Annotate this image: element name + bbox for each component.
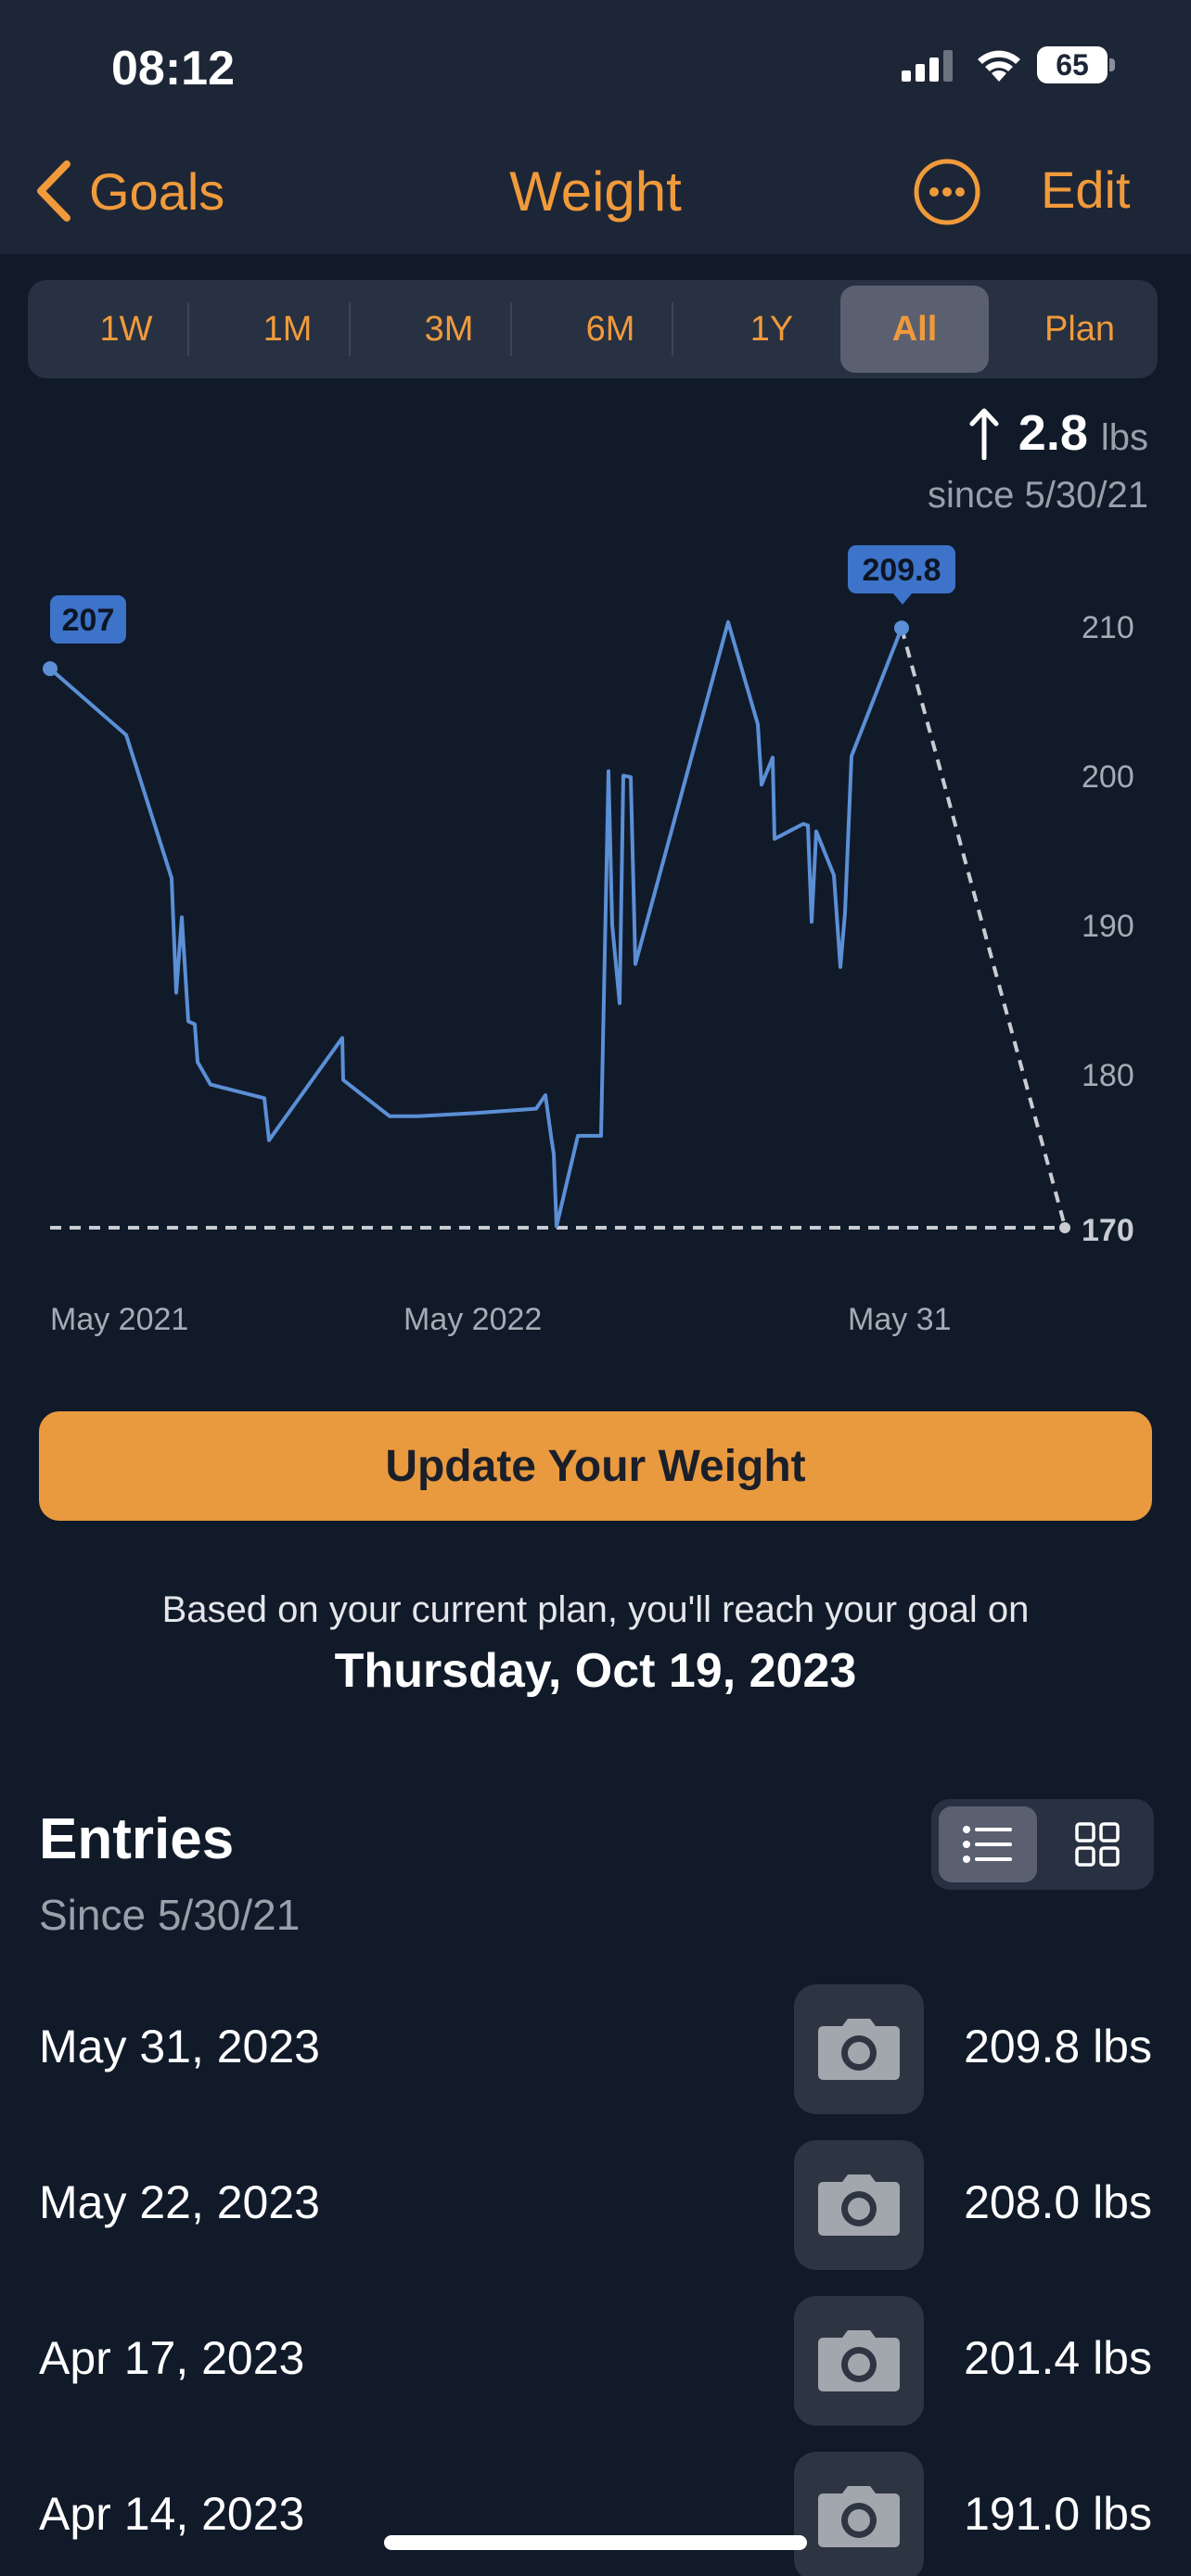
grid-view-button[interactable] bbox=[1048, 1806, 1146, 1882]
entry-weight: 201.4 lbs bbox=[964, 2332, 1152, 2384]
wifi-icon bbox=[978, 50, 1020, 82]
x-tick-label: May 31 bbox=[848, 1302, 952, 1337]
weight-series-line bbox=[48, 619, 903, 1229]
range-6m[interactable]: 6M bbox=[585, 309, 635, 349]
range-1y[interactable]: 1Y bbox=[749, 309, 794, 349]
entry-row[interactable]: Apr 14, 2023 191.0 lbs bbox=[0, 2452, 1191, 2576]
entry-weight: 191.0 lbs bbox=[964, 2488, 1152, 2540]
start-value-badge bbox=[50, 595, 126, 644]
update-weight-button[interactable]: Update Your Weight bbox=[39, 1411, 1152, 1521]
entries-subtitle: Since 5/30/21 bbox=[39, 1891, 301, 1939]
entry-row[interactable]: May 31, 2023 209.8 lbs bbox=[0, 1984, 1191, 2114]
back-button[interactable]: Goals bbox=[33, 152, 224, 230]
divider bbox=[349, 302, 351, 356]
goal-point bbox=[1059, 1222, 1070, 1233]
grid-icon bbox=[1075, 1822, 1120, 1867]
camera-icon bbox=[818, 2486, 900, 2547]
add-photo-button[interactable] bbox=[794, 1984, 924, 2114]
divider bbox=[510, 302, 512, 356]
entry-row[interactable]: Apr 17, 2023 201.4 lbs bbox=[0, 2296, 1191, 2426]
y-tick-label: 210 bbox=[1082, 610, 1134, 645]
add-photo-button[interactable] bbox=[794, 2296, 924, 2426]
add-photo-button[interactable] bbox=[794, 2140, 924, 2270]
y-tick-label: 200 bbox=[1082, 759, 1134, 795]
range-all[interactable]: All bbox=[840, 286, 989, 373]
latest-value-badge bbox=[848, 545, 955, 593]
view-toggle bbox=[931, 1799, 1154, 1890]
projection-line bbox=[900, 627, 1067, 1227]
entry-weight: 209.8 lbs bbox=[964, 2021, 1152, 2072]
goal-date: Thursday, Oct 19, 2023 bbox=[334, 1644, 857, 1698]
camera-icon bbox=[818, 2330, 900, 2391]
entries-title: Entries bbox=[39, 1807, 235, 1871]
goal-label: 170 bbox=[1082, 1213, 1134, 1248]
y-tick-label: 180 bbox=[1082, 1058, 1134, 1093]
change-since-label: since 5/30/21 bbox=[928, 475, 1148, 516]
header-background bbox=[0, 0, 1191, 254]
cellular-signal-icon bbox=[902, 50, 953, 82]
range-1w[interactable]: 1W bbox=[99, 309, 153, 349]
weight-chart[interactable]: 210 200 190 180 170 May 2021 May 2022 May 31 207… bbox=[0, 519, 1191, 1354]
y-tick-label: 190 bbox=[1082, 909, 1134, 944]
home-indicator bbox=[384, 2535, 807, 2550]
entry-row[interactable]: May 22, 2023 208.0 lbs bbox=[0, 2140, 1191, 2270]
chevron-left-icon bbox=[37, 160, 70, 222]
camera-icon bbox=[818, 2019, 900, 2080]
list-icon bbox=[963, 1826, 1012, 1863]
entry-date: Apr 17, 2023 bbox=[39, 2332, 305, 2384]
status-bar: 08:12 65 bbox=[0, 0, 1191, 139]
entry-date: May 22, 2023 bbox=[39, 2176, 320, 2228]
arrow-up-icon bbox=[969, 408, 999, 460]
latest-value-pointer bbox=[893, 593, 912, 605]
range-1m[interactable]: 1M bbox=[263, 309, 313, 349]
x-tick-label: May 2021 bbox=[50, 1302, 188, 1337]
data-point bbox=[894, 620, 909, 636]
start-value-label: 207 bbox=[62, 603, 115, 638]
back-label: Goals bbox=[89, 161, 225, 221]
divider bbox=[187, 302, 189, 356]
weight-change: 2.8 lbs bbox=[968, 404, 1148, 462]
edit-button[interactable]: Edit bbox=[1041, 160, 1131, 219]
status-time: 08:12 bbox=[111, 42, 235, 96]
entry-date: May 31, 2023 bbox=[39, 2021, 320, 2072]
plan-text: Based on your current plan, you'll reach… bbox=[161, 1589, 1030, 1630]
change-value: 2.8 bbox=[1018, 405, 1088, 461]
latest-value-label: 209.8 bbox=[862, 553, 941, 588]
change-unit: lbs bbox=[1100, 417, 1148, 458]
entry-weight: 208.0 lbs bbox=[964, 2176, 1152, 2228]
more-options-icon[interactable] bbox=[913, 158, 981, 226]
range-3m[interactable]: 3M bbox=[424, 309, 474, 349]
divider bbox=[672, 302, 673, 356]
battery-level: 65 bbox=[1056, 48, 1089, 82]
x-tick-label: May 2022 bbox=[403, 1302, 542, 1337]
add-photo-button[interactable] bbox=[794, 2452, 924, 2576]
range-plan[interactable]: Plan bbox=[1044, 309, 1116, 349]
time-range-selector: 1W 1M 3M 6M 1Y All Plan bbox=[28, 280, 1158, 378]
data-point bbox=[43, 661, 58, 677]
camera-icon bbox=[818, 2174, 900, 2236]
entry-date: Apr 14, 2023 bbox=[39, 2488, 305, 2540]
navigation-bar: Goals Weight Edit bbox=[0, 139, 1191, 254]
list-view-button[interactable] bbox=[939, 1806, 1037, 1882]
battery-icon: 65 bbox=[1037, 46, 1117, 83]
